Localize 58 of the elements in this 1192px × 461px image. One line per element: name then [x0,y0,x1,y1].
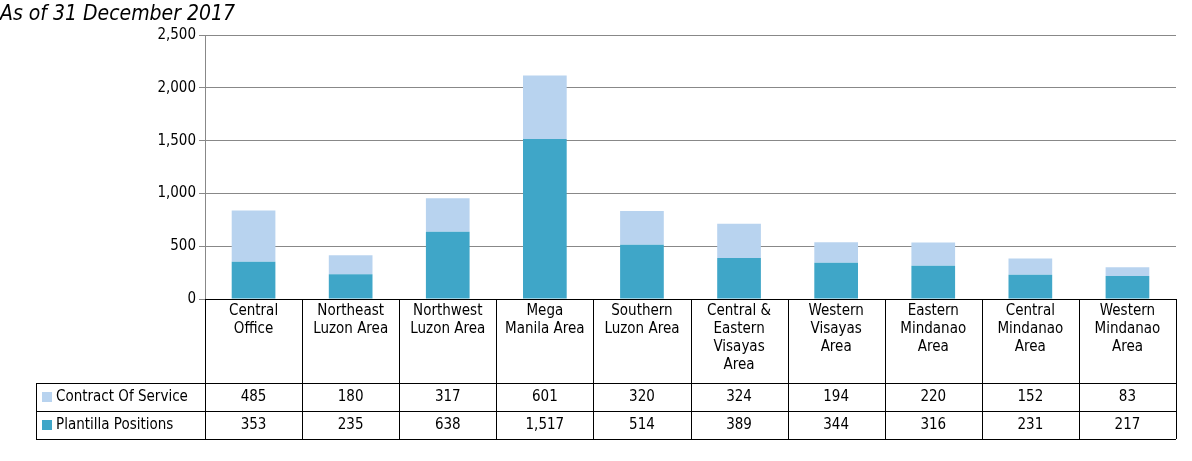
data-label: 220 [920,386,947,405]
x-tick-label: Central Mindanao Area [997,300,1064,355]
data-label: 180 [337,386,364,405]
x-tick-label: Western Visayas Area [808,300,864,355]
x-tick-label: Southern Luzon Area [604,300,680,337]
data-label: 324 [726,386,752,405]
data-label: 601 [531,386,558,405]
bar [523,75,567,139]
data-label: 217 [1114,414,1141,433]
bar [814,242,858,263]
bar [814,262,858,299]
bar [425,198,470,232]
bar [231,261,276,299]
y-tick-label: 1,000 [157,183,196,202]
y-tick-label: 2,000 [157,77,196,96]
bar [620,211,664,245]
bar [1008,258,1053,275]
data-label: 344 [823,414,850,433]
y-tick-label: 2,500 [157,25,196,44]
y-tick-label: 0 [187,288,196,307]
bar [911,242,956,266]
legend-label: Plantilla Positions [56,414,174,433]
data-label: 638 [434,414,461,433]
data-label: 353 [240,414,267,433]
bar [1105,276,1150,299]
bar [717,223,761,258]
x-tick-label: Northeast Luzon Area [313,300,389,337]
data-label: 235 [337,414,364,433]
data-label: 317 [434,386,461,405]
bar [911,265,956,299]
x-tick-label: Western Mindanao Area [1094,300,1161,355]
x-tick-label: Eastern Mindanao Area [900,300,967,355]
data-label: 83 [1118,386,1137,405]
data-label: 152 [1017,386,1044,405]
y-tick-label: 500 [170,236,196,255]
y-tick-label: 1,500 [157,130,196,149]
bar [717,257,761,299]
bar [328,255,373,275]
data-label: 194 [823,386,850,405]
bar [425,231,470,299]
x-tick-label: Northwest Luzon Area [410,300,486,337]
data-label: 485 [240,386,267,405]
bar [1105,267,1150,277]
bar [523,138,567,299]
x-tick-label: Mega Manila Area [505,300,585,337]
data-label: 231 [1017,414,1044,433]
x-tick-label: Central & Eastern Visayas Area [707,300,772,373]
bar [1008,274,1053,299]
bar [231,210,276,262]
data-label: 1,517 [525,414,565,433]
data-label: 514 [629,414,655,433]
x-tick-label: Central Office [228,300,279,337]
legend-label: Contract Of Service [56,386,188,405]
bar [328,274,373,299]
data-label: 389 [726,414,752,433]
bar [620,244,664,299]
data-label: 316 [920,414,947,433]
data-label: 320 [629,386,655,405]
